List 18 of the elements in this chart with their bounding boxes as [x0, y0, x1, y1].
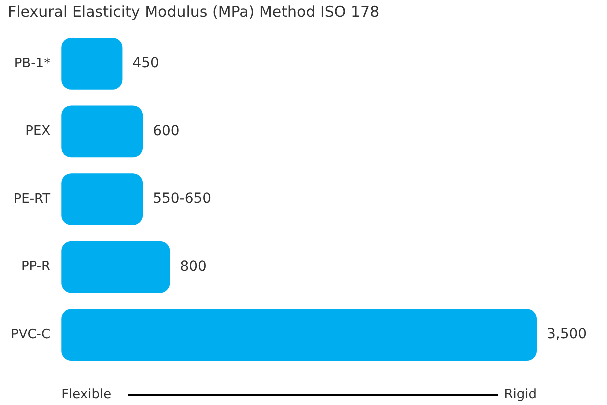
y-tick-label: PE-RT: [14, 192, 51, 207]
data-label: 550-650: [153, 191, 212, 208]
data-label: 600: [153, 123, 180, 140]
y-tick-label: PP-R: [21, 260, 51, 275]
data-label: 800: [180, 258, 207, 275]
bar: [62, 309, 537, 362]
y-tick-label: PB-1*: [14, 56, 52, 72]
bar: [62, 38, 123, 90]
bar: [62, 174, 144, 226]
bar: [62, 106, 144, 158]
bar: [62, 241, 170, 294]
y-tick-label: PVC-C: [11, 327, 51, 342]
text: Rigid: [504, 387, 537, 402]
data-label: 3,500: [547, 326, 588, 343]
y-tick-label: PEX: [26, 124, 51, 140]
data-label: 450: [132, 56, 160, 72]
chart-title: Flexural Elasticity Modulus (MPa) Method ISO 178: [8, 2, 380, 21]
text: Flexible: [62, 387, 112, 402]
